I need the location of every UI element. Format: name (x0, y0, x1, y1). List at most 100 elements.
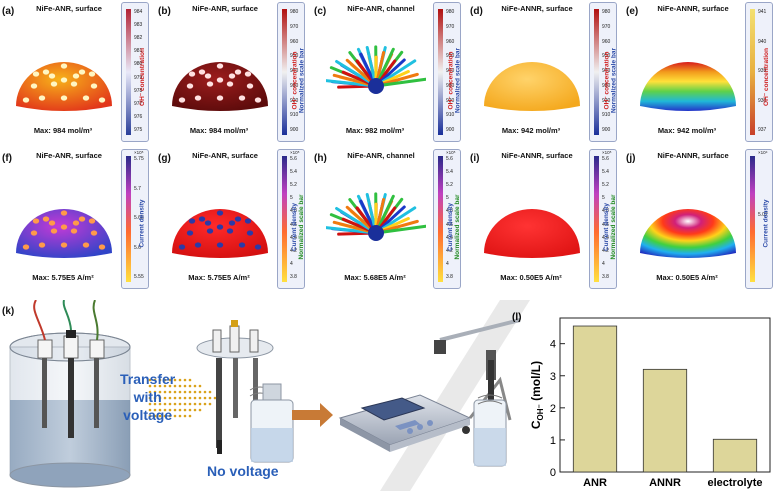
surface-dot (51, 81, 57, 86)
x-tick-label: ANNR (649, 477, 681, 489)
dome-surface (172, 62, 268, 111)
y-tick-label: 3 (550, 371, 556, 383)
arrow-dot (194, 397, 197, 400)
scale-gradient (750, 156, 755, 282)
panel-title: NiFe-ANR, channel (322, 151, 440, 160)
scale-title: Current density (139, 174, 146, 274)
scale-title-main: OH⁻ concentration (138, 27, 146, 127)
arrow-dot (199, 397, 202, 400)
transfer-word: Transfer (120, 370, 175, 388)
scale-title: Current density (763, 174, 770, 274)
dome-render (170, 24, 270, 120)
bar (643, 369, 686, 472)
surface-dot (255, 244, 261, 249)
scale-title-sub: Normalized scale bar (455, 31, 462, 131)
arrow-dot (204, 403, 207, 406)
scale-title: OH⁻ concentration (138, 27, 146, 127)
surface-dot (61, 63, 67, 68)
arrow-dot (184, 379, 187, 382)
surface-dot (247, 83, 253, 88)
surface-dot (79, 69, 85, 74)
scale-title-main: OH⁻ concentration (603, 31, 611, 131)
surface-dot (33, 218, 39, 223)
scale-gradient (282, 156, 287, 282)
surface-dot (39, 242, 45, 247)
arrow-dot (189, 409, 192, 412)
surface-dot (49, 220, 55, 225)
scale-multiplier: ×10⁵ (446, 150, 456, 155)
scale-multiplier: ×10⁵ (602, 150, 612, 155)
scale-title-main: OH⁻ concentration (291, 31, 299, 131)
dome-render (326, 24, 426, 120)
arrow-dot (179, 415, 182, 418)
scale-gradient (438, 9, 443, 135)
surface-dot (71, 228, 77, 233)
arrow-dot (179, 391, 182, 394)
surface-dot (235, 69, 241, 74)
surface-dot (239, 242, 245, 247)
arrow-dot (214, 397, 217, 400)
surface-dot (61, 224, 67, 229)
arrow-dot (199, 409, 202, 412)
scale-title-sub: Normalized scale bar (610, 177, 617, 277)
arrow-dot (189, 397, 192, 400)
dome-surface (484, 209, 580, 258)
scale-title-main: Current density (291, 177, 298, 277)
arrow-dot (179, 385, 182, 388)
scale-tick-label: 941 (758, 9, 766, 15)
surface-dot (61, 95, 67, 100)
surface-dot (245, 71, 251, 76)
surface-dot (239, 95, 245, 100)
voltage-word: voltage (120, 406, 175, 424)
dome-surface (16, 209, 112, 258)
surface-dot (227, 228, 233, 233)
surface-dot (89, 71, 95, 76)
arrow-dot (209, 403, 212, 406)
arrow-dot (199, 403, 202, 406)
scale-title-sub: Normalized scale bar (298, 177, 305, 277)
surface-dot (199, 69, 205, 74)
arrow-dot (204, 397, 207, 400)
x-tick-label: ANR (583, 477, 607, 489)
arrow-dot (184, 403, 187, 406)
arrow-dot (194, 409, 197, 412)
panel-max-value: Max: 5.75E5 A/m² (4, 273, 122, 282)
panel-max-value: Max: 942 mol/m³ (628, 126, 746, 135)
surface-dot (99, 97, 105, 102)
scale-multiplier: ×10⁵ (290, 150, 300, 155)
panel-max-value: Max: 984 mol/m³ (4, 126, 122, 135)
dome-render (326, 171, 426, 267)
scale-tick-label: 5.75 (134, 156, 144, 162)
scale-title-main: Current density (139, 174, 146, 274)
dome-render (14, 171, 114, 267)
surface-dot (23, 97, 29, 102)
transfer-text: Transfer with voltage (120, 370, 175, 424)
surface-dot (83, 242, 89, 247)
scale-tick-label: 5.55 (134, 274, 144, 280)
surface-dot (187, 230, 193, 235)
arrow-dot (179, 409, 182, 412)
arrow-dot (184, 397, 187, 400)
surface-dot (43, 69, 49, 74)
surface-dot (31, 230, 37, 235)
scale-tick-label: 5.4 (602, 169, 609, 175)
surface-dot (23, 244, 29, 249)
scale-multiplier: ×10⁴ (758, 150, 768, 155)
surface-dot (229, 73, 235, 78)
panel-max-value: Max: 984 mol/m³ (160, 126, 278, 135)
surface-dot (217, 63, 223, 68)
scale-gradient (282, 9, 287, 135)
dome-render (638, 171, 738, 267)
surface-dot (71, 81, 77, 86)
surface-dot (99, 244, 105, 249)
surface-dot (179, 97, 185, 102)
scale-tick-label: 5.6 (602, 156, 609, 162)
scale-tick-label: 5.4 (446, 169, 453, 175)
